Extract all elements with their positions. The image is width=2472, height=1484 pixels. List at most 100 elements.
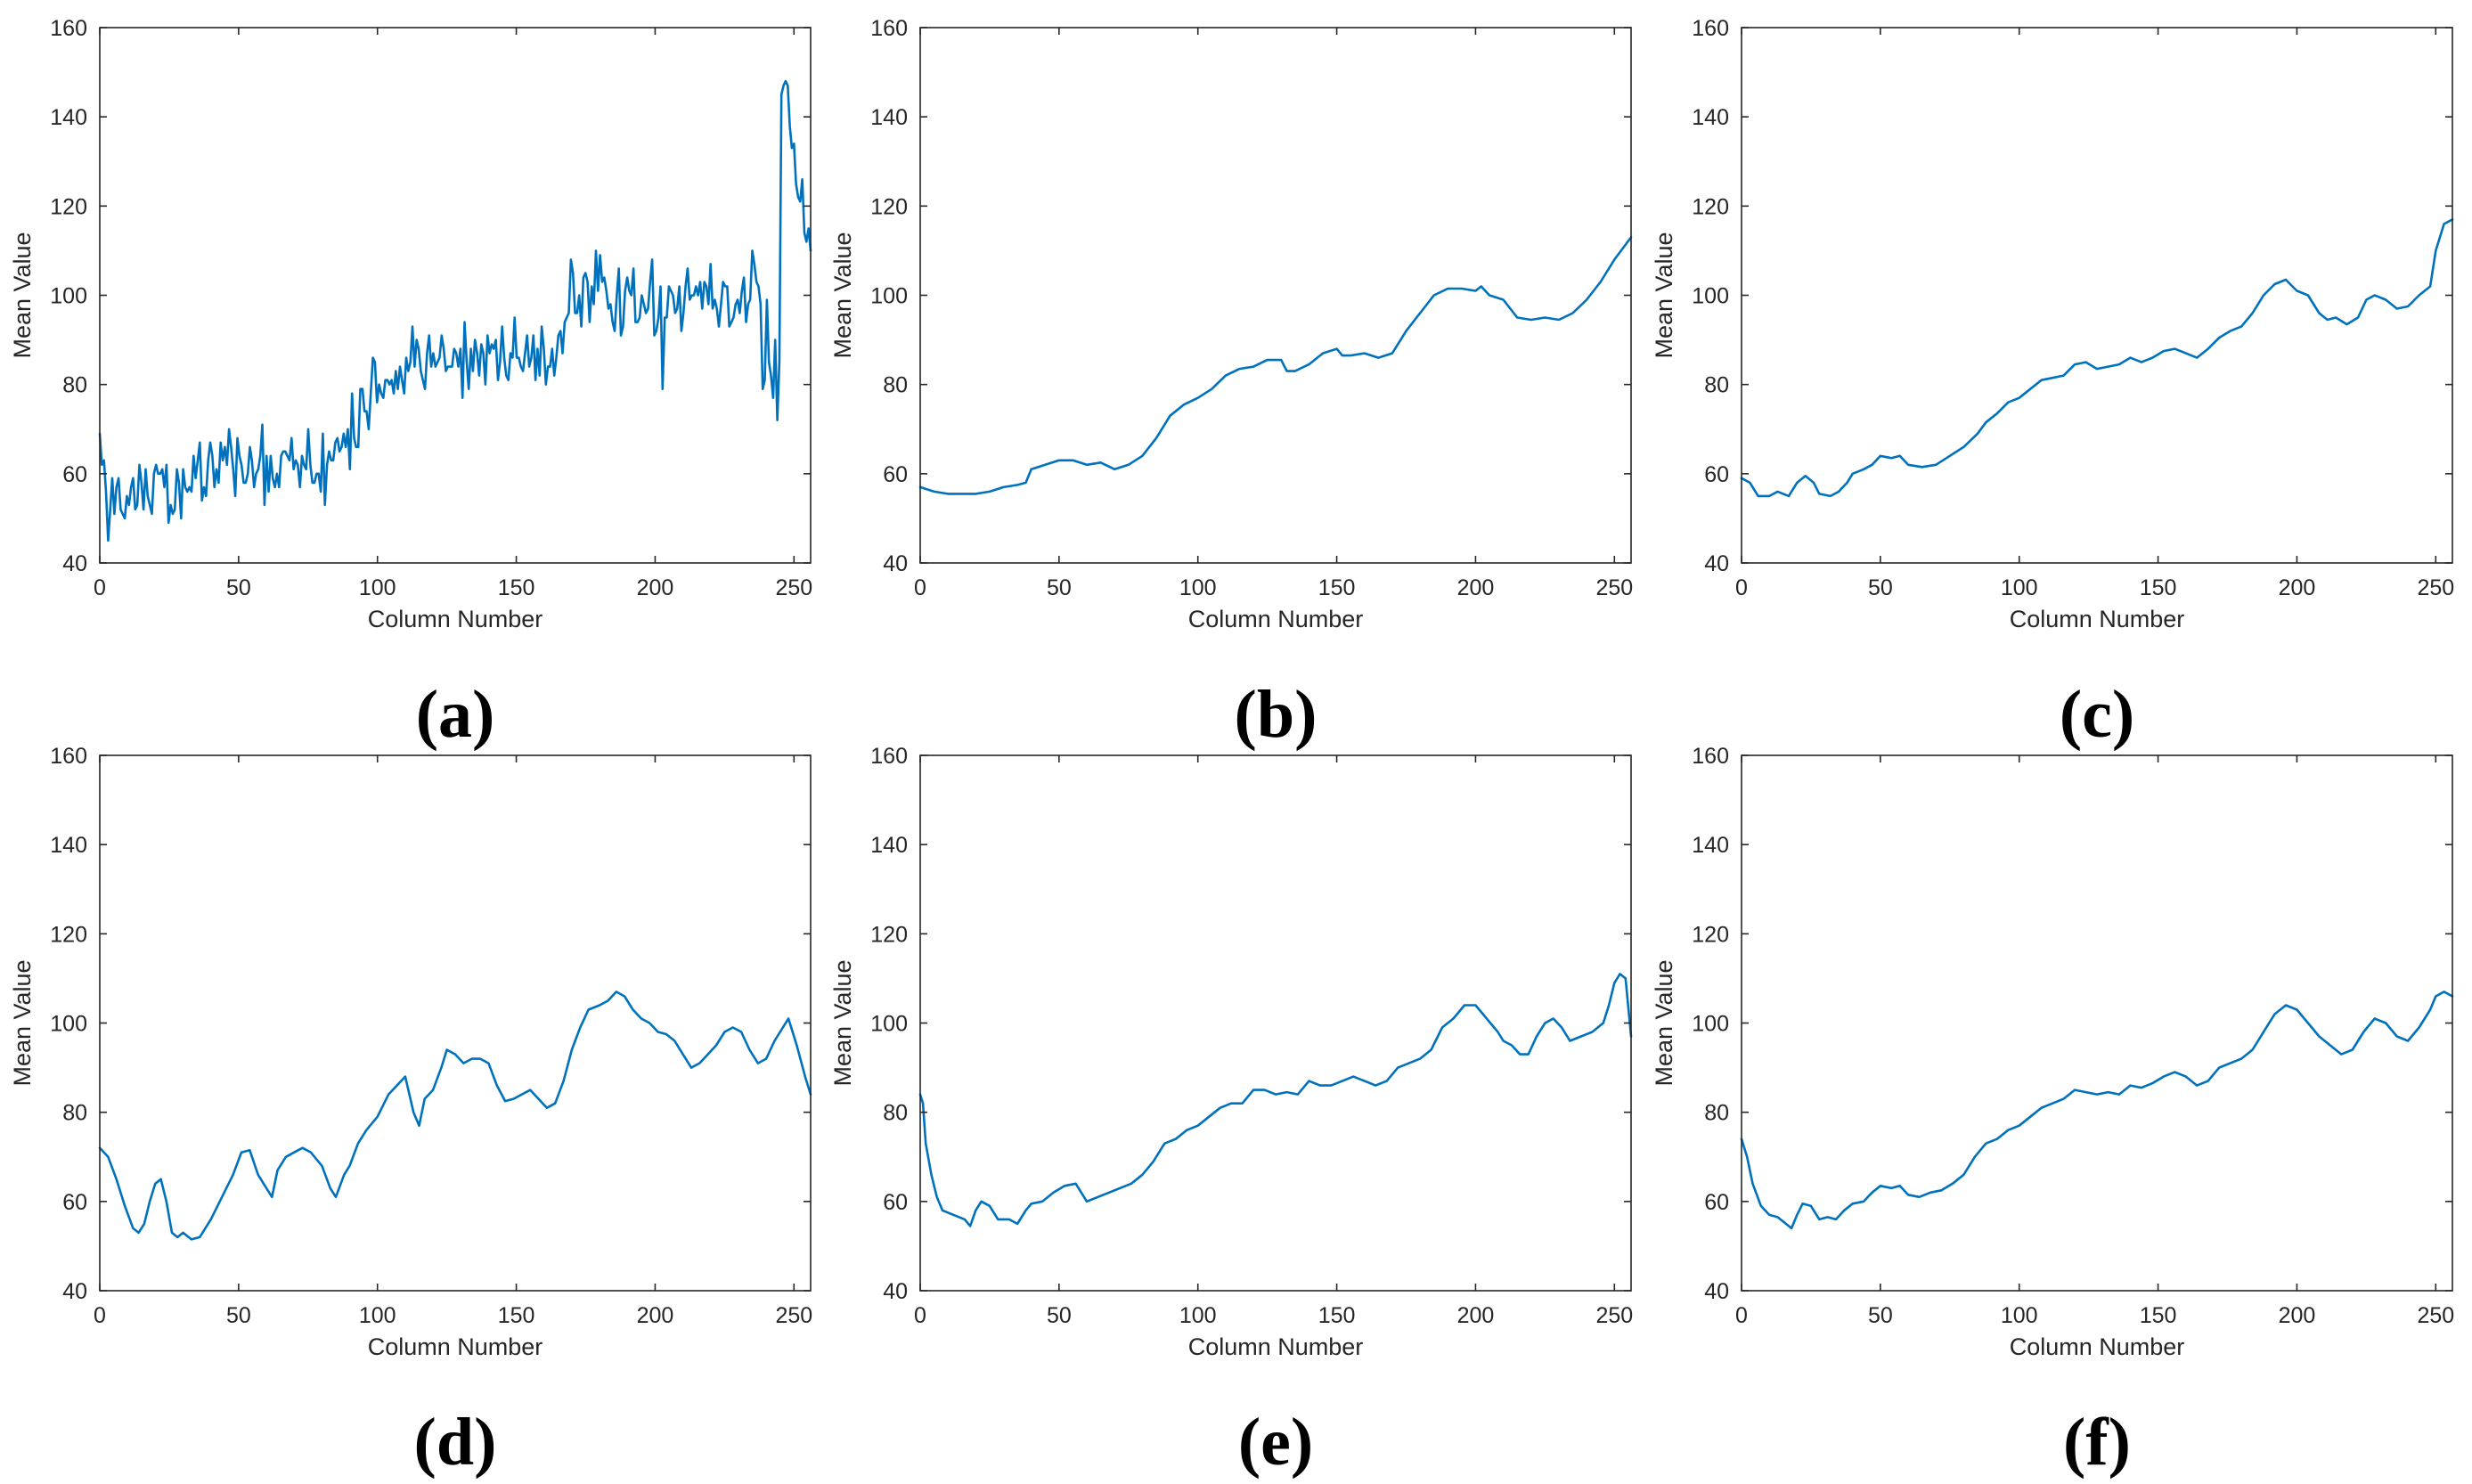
x-tick-label: 0 [914,575,926,600]
y-tick-label: 60 [1704,462,1729,487]
y-tick-label: 60 [62,462,87,487]
y-tick-label: 100 [1692,1012,1729,1037]
x-tick-label: 0 [94,575,106,600]
x-tick-label: 0 [1735,575,1748,600]
y-axis-label: Mean Value [9,959,36,1086]
x-tick-label: 200 [1457,575,1495,600]
x-tick-label: 50 [226,1303,251,1328]
y-tick-label: 160 [1692,744,1729,769]
y-tick-label: 140 [50,105,87,130]
y-tick-label: 80 [1704,373,1729,398]
x-tick-label: 150 [498,575,535,600]
y-tick-label: 100 [50,284,87,309]
y-tick-label: 120 [870,922,908,947]
x-axis-label: Column Number [1188,1333,1364,1360]
x-axis-label: Column Number [2010,1333,2185,1360]
x-tick-label: 50 [1047,575,1072,600]
y-tick-label: 60 [1704,1190,1729,1215]
y-tick-label: 40 [62,551,87,576]
panel-label: (c) [2060,677,2134,752]
y-tick-label: 140 [1692,105,1729,130]
chart-panel-f: 0 50 100 150 200 250 40 60 80 100 120 140 160 Column … [1651,744,2454,1480]
chart-panel-e: 0 50 100 150 200 250 40 60 80 100 120 140 160 Column … [829,744,1633,1480]
y-tick-label: 80 [62,1101,87,1126]
x-axis-label: Column Number [1188,606,1364,632]
y-axis-label: Mean Value [829,232,856,358]
y-tick-label: 100 [870,284,908,309]
panel-label: (d) [414,1405,497,1480]
axes-frame [99,754,812,1292]
y-tick-label: 100 [1692,284,1729,309]
chart-panel-c: 0 50 100 150 200 250 40 60 80 100 120 140 160 Column … [1651,16,2454,752]
x-tick-label: 50 [226,575,251,600]
x-tick-label: 250 [775,575,812,600]
x-tick-label: 250 [1595,1303,1633,1328]
x-tick-label: 200 [2279,1303,2316,1328]
x-axis-label: Column Number [368,1333,543,1360]
axes-frame [1741,754,2453,1292]
y-axis-label: Mean Value [1651,959,1677,1086]
y-tick-label: 100 [50,1012,87,1037]
x-axis-label: Column Number [2010,606,2185,632]
x-tick-label: 150 [498,1303,535,1328]
x-tick-label: 250 [1595,575,1633,600]
x-tick-label: 50 [1868,575,1893,600]
x-tick-label: 200 [637,575,674,600]
x-axis-label: Column Number [368,606,543,632]
y-tick-label: 60 [883,462,908,487]
panel-label: (a) [416,677,495,752]
y-tick-label: 120 [1692,922,1729,947]
x-tick-label: 250 [2417,575,2454,600]
x-tick-label: 200 [1457,1303,1495,1328]
panel-label: (f) [2063,1405,2131,1480]
y-tick-label: 160 [50,744,87,769]
y-tick-label: 80 [883,373,908,398]
y-tick-label: 40 [1704,1279,1729,1304]
y-tick-label: 60 [62,1190,87,1215]
x-tick-label: 100 [2001,575,2038,600]
x-tick-label: 250 [2417,1303,2454,1328]
x-tick-label: 150 [1318,1303,1356,1328]
x-tick-label: 0 [914,1303,926,1328]
x-tick-label: 100 [2001,1303,2038,1328]
y-tick-label: 160 [870,16,908,41]
chart-panel-d: 0 50 100 150 200 250 40 60 80 100 120 140 160 Column … [9,744,812,1480]
x-tick-label: 150 [2140,1303,2177,1328]
y-tick-label: 160 [50,16,87,41]
series-line [918,973,1633,1227]
panel-label: (e) [1238,1405,1313,1480]
x-tick-label: 250 [775,1303,812,1328]
x-tick-label: 200 [637,1303,674,1328]
y-tick-label: 40 [62,1279,87,1304]
chart-panel-a: 0 50 100 150 200 250 40 60 80 100 120 140 160 Column … [9,16,812,752]
y-tick-label: 120 [1692,194,1729,219]
y-tick-label: 160 [870,744,908,769]
y-tick-label: 100 [870,1012,908,1037]
y-axis-label: Mean Value [1651,232,1677,358]
y-tick-label: 140 [50,833,87,858]
y-tick-label: 160 [1692,16,1729,41]
series-line [98,79,812,542]
series-line [98,991,812,1241]
x-tick-label: 200 [2279,575,2316,600]
y-tick-label: 140 [1692,833,1729,858]
y-tick-label: 40 [883,1279,908,1304]
series-line [1740,218,2454,498]
y-tick-label: 80 [883,1101,908,1126]
x-tick-label: 50 [1868,1303,1893,1328]
y-tick-label: 60 [883,1190,908,1215]
x-tick-label: 100 [359,1303,396,1328]
y-tick-label: 140 [870,833,908,858]
x-tick-label: 0 [1735,1303,1748,1328]
panel-label: (b) [1235,677,1318,752]
y-tick-label: 40 [883,551,908,576]
x-tick-label: 100 [1179,575,1217,600]
y-tick-label: 120 [50,194,87,219]
x-tick-label: 150 [1318,575,1356,600]
x-tick-label: 100 [1179,1303,1217,1328]
y-tick-label: 120 [870,194,908,219]
y-tick-label: 120 [50,922,87,947]
y-tick-label: 40 [1704,551,1729,576]
y-axis-label: Mean Value [829,959,856,1086]
